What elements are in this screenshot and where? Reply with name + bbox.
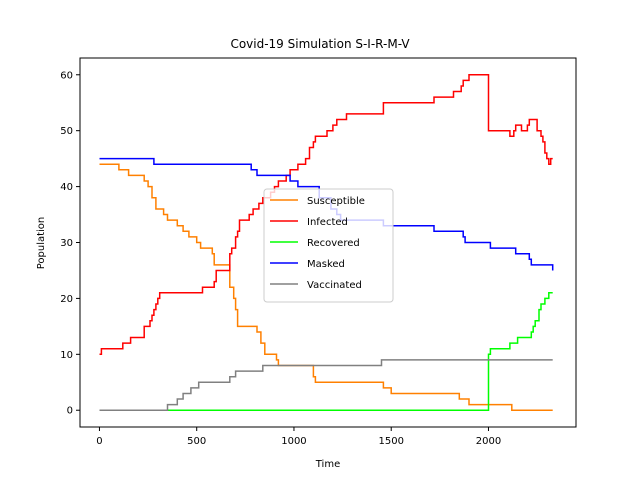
legend: Susceptible Infected Recovered Masked Vaccin… bbox=[263, 188, 394, 303]
y-tick-label: 60 bbox=[60, 70, 73, 81]
x-tick-label: 500 bbox=[187, 436, 206, 447]
x-tick-label: 0 bbox=[96, 436, 102, 447]
x-tick-label: 1500 bbox=[378, 436, 403, 447]
x-axis-label: Time bbox=[315, 459, 340, 470]
series-line-infected bbox=[99, 74, 553, 356]
y-axis-ticks: 0 10 20 30 40 50 60 bbox=[60, 70, 80, 417]
series-line-vaccinated bbox=[99, 359, 553, 411]
legend-label-vaccinated: Vaccinated bbox=[307, 280, 362, 291]
y-axis-label: Population bbox=[36, 217, 47, 270]
x-tick-label: 1000 bbox=[281, 436, 306, 447]
y-tick-label: 40 bbox=[60, 182, 73, 193]
legend-label-masked: Masked bbox=[307, 259, 345, 270]
y-tick-label: 20 bbox=[60, 294, 73, 305]
y-tick-label: 0 bbox=[67, 406, 73, 417]
legend-label-recovered: Recovered bbox=[307, 238, 360, 249]
x-tick-label: 2000 bbox=[476, 436, 501, 447]
plot-lines bbox=[99, 74, 554, 411]
series-line-susceptible bbox=[99, 163, 553, 411]
y-tick-label: 10 bbox=[60, 350, 73, 361]
series-line-recovered bbox=[99, 292, 553, 411]
legend-label-infected: Infected bbox=[307, 217, 348, 228]
chart-title: Covid-19 Simulation S-I-R-M-V bbox=[230, 37, 410, 51]
legend-box bbox=[263, 188, 394, 303]
y-tick-label: 30 bbox=[60, 238, 73, 249]
legend-label-susceptible: Susceptible bbox=[307, 196, 365, 207]
x-axis-ticks: 0 500 1000 1500 2000 bbox=[96, 427, 501, 447]
y-tick-label: 50 bbox=[60, 126, 73, 137]
